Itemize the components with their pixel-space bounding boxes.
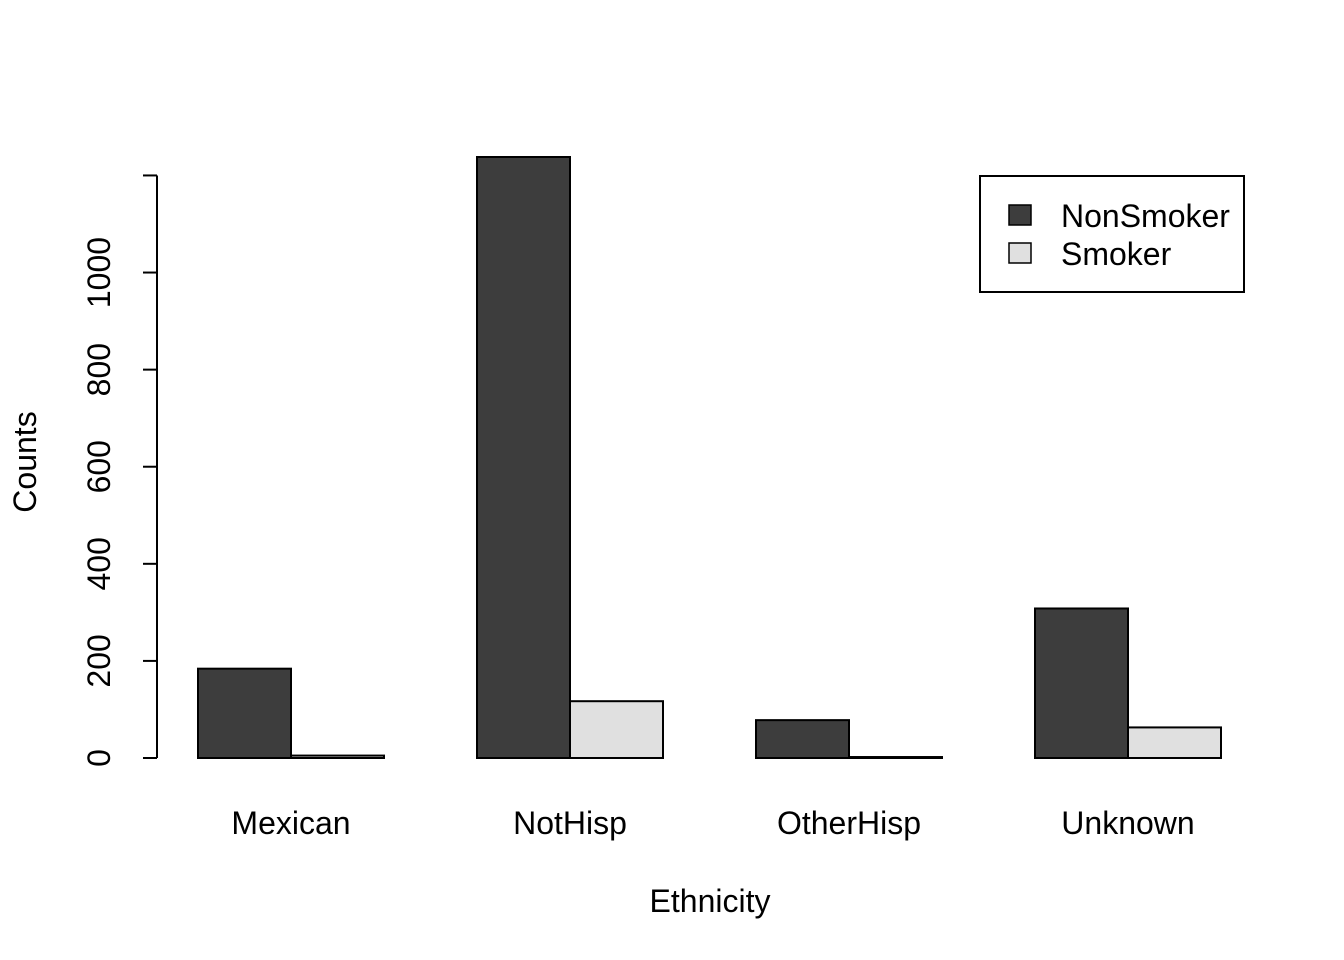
legend-swatch-smoker (1008, 242, 1032, 264)
legend-label-smoker: Smoker (1061, 236, 1172, 272)
x-tick-labels: Mexican NotHisp OtherHisp Unknown (231, 805, 1194, 841)
y-axis-label: Counts (7, 411, 43, 512)
x-tick-label: NotHisp (513, 805, 627, 841)
y-tick-label: 800 (81, 343, 117, 396)
bars (197, 156, 1222, 760)
y-tick-label: 600 (81, 440, 117, 493)
bar-mexican-nonsmoker (197, 667, 292, 760)
y-tick-label: 400 (81, 537, 117, 590)
x-tick-label: OtherHisp (777, 805, 921, 841)
y-tick-label: 0 (81, 749, 117, 767)
x-axis-label: Ethnicity (650, 883, 771, 919)
legend-label-nonsmoker: NonSmoker (1061, 198, 1230, 234)
bar-mexican-smoker (290, 754, 385, 759)
bar-nothisp-nonsmoker (476, 156, 571, 759)
bar-unknown-smoker (1127, 726, 1222, 760)
legend-box (979, 175, 1245, 293)
bar-otherhisp-smoker (848, 756, 943, 759)
x-tick-label: Mexican (231, 805, 350, 841)
legend: NonSmoker Smoker (979, 175, 1245, 293)
x-tick-label: Unknown (1061, 805, 1194, 841)
legend-swatch-nonsmoker (1008, 204, 1032, 226)
bar-unknown-nonsmoker (1034, 607, 1129, 760)
bar-otherhisp-nonsmoker (755, 719, 850, 760)
y-axis: 0 200 400 600 800 1000 (81, 174, 158, 767)
bar-nothisp-smoker (569, 700, 664, 759)
y-tick-label: 1000 (81, 237, 117, 308)
y-tick-label: 200 (81, 634, 117, 687)
